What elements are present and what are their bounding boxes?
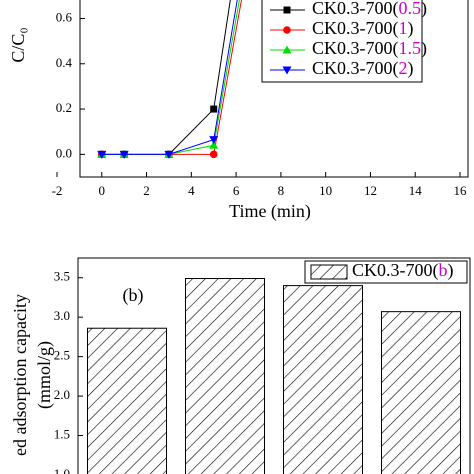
x-tick-label: -2 (52, 183, 63, 198)
marker (282, 45, 292, 54)
y-axis-label: (mmol/g) (34, 341, 55, 409)
y-tick-label: 0.0 (56, 145, 72, 160)
plot-frame (77, 257, 471, 474)
legend-label: CK0.3-700(b) (352, 260, 454, 281)
y-axis-label: ed adsorption capacity (10, 294, 30, 456)
marker (209, 140, 219, 149)
plot-frame (79, 0, 469, 178)
plot-area (97, 0, 242, 159)
marker (97, 150, 107, 159)
y-tick-label: 1.5 (54, 427, 70, 442)
marker (164, 150, 174, 159)
x-tick-label: 8 (278, 183, 285, 198)
series-line (101, 0, 240, 155)
bar (283, 285, 363, 474)
legend-label: CK0.3-700(0.5) (312, 0, 427, 19)
x-tick-label: 2 (143, 183, 150, 198)
x-tick-label: 0 (99, 183, 106, 198)
marker (210, 105, 218, 113)
x-tick-label: 10 (319, 183, 332, 198)
marker (282, 66, 292, 75)
x-tick-label: 6 (233, 183, 240, 198)
legend-frame (261, 0, 423, 83)
y-tick-label: 3.5 (54, 269, 70, 284)
bar (381, 311, 461, 474)
y-axis-label: C/C₀ (8, 27, 28, 62)
y-tick-label: 0.2 (56, 100, 72, 115)
annotation: (b) (123, 285, 144, 306)
y-tick-label: 2.5 (54, 348, 70, 363)
marker (283, 6, 291, 14)
y-tick-label: 2.0 (54, 387, 70, 402)
y-tick-label: 1.0 (54, 466, 70, 474)
y-tick-label: 0.6 (56, 9, 73, 24)
x-tick-label: 14 (409, 183, 423, 198)
x-axis-label: Time (min) (229, 201, 311, 222)
y-tick-label: 0.4 (56, 55, 73, 70)
legend-swatch (310, 264, 348, 280)
legend-label: CK0.3-700(2) (312, 58, 414, 79)
legend-label: CK0.3-700(1) (312, 18, 414, 39)
marker (209, 136, 219, 145)
x-tick-label: 4 (188, 183, 195, 198)
marker (209, 150, 218, 159)
legend-label: CK0.3-700(1.5) (312, 38, 427, 59)
marker (119, 150, 129, 159)
x-tick-label: 12 (364, 183, 377, 198)
y-tick-label: 3.0 (54, 308, 70, 323)
bar (185, 278, 265, 474)
bar (87, 327, 167, 474)
x-tick-label: 16 (454, 183, 468, 198)
marker (283, 26, 291, 34)
